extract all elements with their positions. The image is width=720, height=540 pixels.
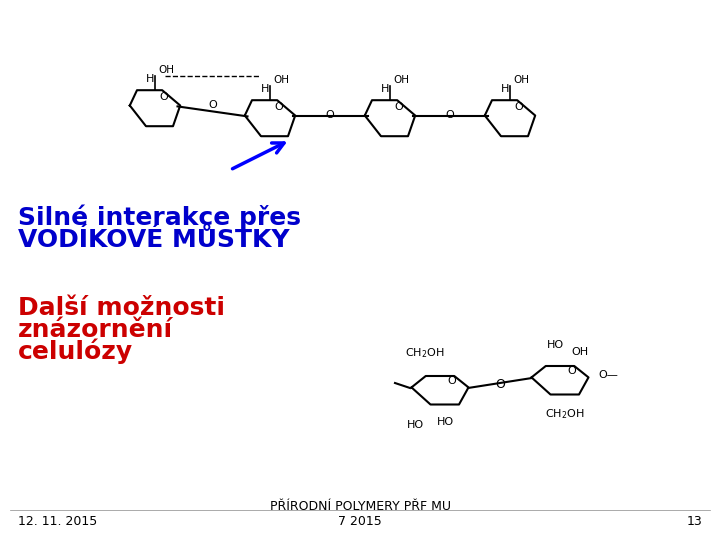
Text: O: O — [208, 99, 217, 110]
Text: OH: OH — [572, 347, 588, 357]
Text: O: O — [274, 102, 284, 111]
Text: H: H — [146, 73, 155, 84]
Text: Další možnosti: Další možnosti — [18, 296, 225, 320]
Text: CH$_2$OH: CH$_2$OH — [545, 407, 585, 421]
Text: O: O — [446, 110, 454, 119]
Text: CH$_2$OH: CH$_2$OH — [405, 346, 445, 360]
Text: O: O — [448, 376, 456, 386]
Text: O: O — [325, 110, 334, 119]
Text: O: O — [160, 91, 168, 102]
Text: HO: HO — [546, 340, 564, 350]
Text: OH: OH — [158, 65, 174, 76]
Text: OH: OH — [393, 76, 409, 85]
Text: O: O — [515, 102, 523, 111]
Text: 12. 11. 2015: 12. 11. 2015 — [18, 515, 97, 528]
Text: Silné interakce přes: Silné interakce přes — [18, 205, 301, 230]
Text: OH: OH — [273, 76, 289, 85]
Text: O—: O— — [598, 370, 618, 380]
Text: O: O — [395, 102, 403, 111]
Text: O: O — [567, 366, 577, 376]
Text: HO: HO — [436, 417, 454, 427]
Text: H: H — [501, 84, 510, 93]
Text: H: H — [382, 84, 390, 93]
Text: HO: HO — [406, 420, 423, 430]
Text: O: O — [495, 379, 505, 392]
Text: celulózy: celulózy — [18, 339, 133, 364]
Text: 13: 13 — [686, 515, 702, 528]
Text: PŘÍRODNÍ POLYMERY PŘF MU
7 2015: PŘÍRODNÍ POLYMERY PŘF MU 7 2015 — [269, 500, 451, 528]
Text: znázornění: znázornění — [18, 318, 173, 342]
Text: OH: OH — [513, 76, 529, 85]
Text: H: H — [261, 84, 270, 93]
Text: VODÍKOVÉ MŮSTKY: VODÍKOVÉ MŮSTKY — [18, 228, 289, 252]
